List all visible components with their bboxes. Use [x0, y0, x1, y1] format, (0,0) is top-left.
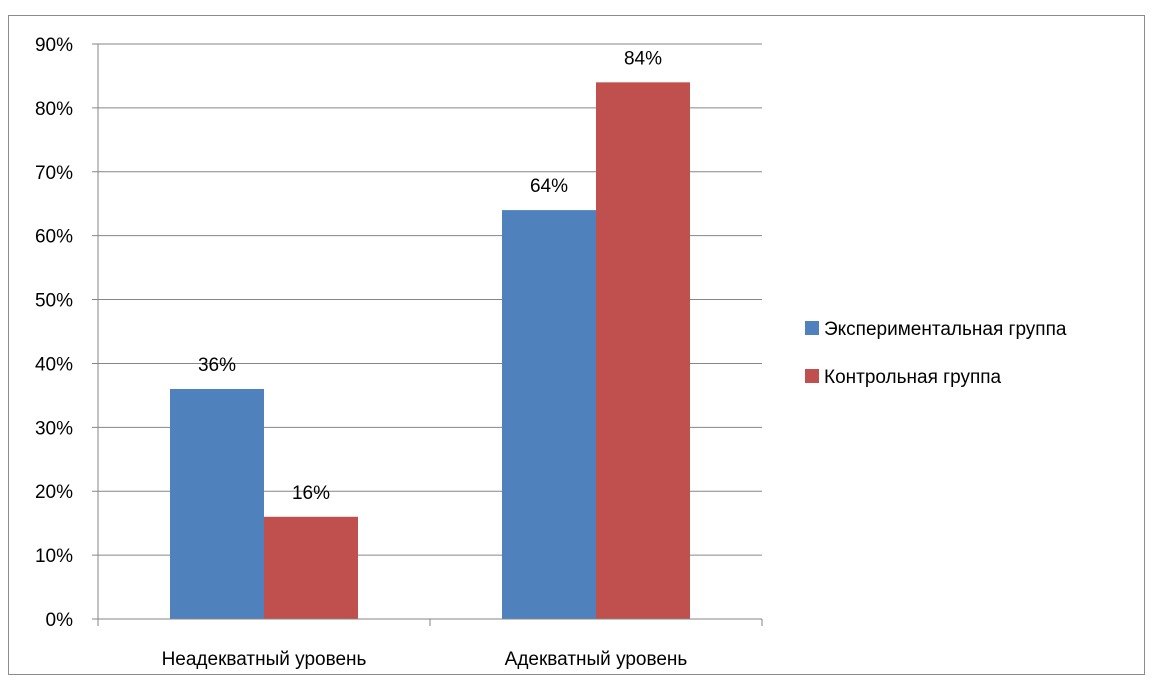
- bar: [170, 389, 264, 619]
- y-tick-label: 40%: [35, 354, 73, 375]
- data-label: 84%: [624, 48, 662, 69]
- y-tick-label: 20%: [35, 482, 73, 503]
- data-label: 16%: [292, 483, 330, 504]
- data-label: 64%: [530, 176, 568, 197]
- y-tick-label: 0%: [46, 610, 74, 631]
- legend-swatch: [805, 369, 819, 383]
- data-labels: 36% 16% 64% 84%: [198, 48, 662, 503]
- bar: [264, 516, 358, 619]
- legend-swatch: [805, 321, 819, 335]
- data-label: 36%: [198, 355, 236, 376]
- y-tick-label: 70%: [35, 163, 73, 184]
- y-axis-ticks: 0% 10% 20% 30% 40% 50% 60% 70% 80% 90%: [35, 35, 73, 631]
- y-tick-label: 50%: [35, 291, 73, 312]
- x-category-label: Адекватный уровень: [505, 649, 688, 670]
- x-axis: Неадекватный уровень Адекватный уровень: [97, 618, 763, 670]
- bar: [502, 210, 596, 619]
- legend-label: Контрольная группа: [824, 367, 1002, 388]
- y-tick-label: 80%: [35, 99, 73, 120]
- x-category-label: Неадекватный уровень: [162, 649, 367, 670]
- legend-label: Экспериментальная группа: [824, 319, 1067, 340]
- y-tick-label: 90%: [35, 35, 73, 56]
- y-tick-label: 10%: [35, 546, 73, 567]
- bar: [596, 82, 690, 620]
- y-tick-label: 30%: [35, 418, 73, 439]
- bars: [170, 82, 690, 620]
- y-tick-label: 60%: [35, 227, 73, 248]
- legend: Экспериментальная группа Контрольная груп…: [805, 319, 1067, 388]
